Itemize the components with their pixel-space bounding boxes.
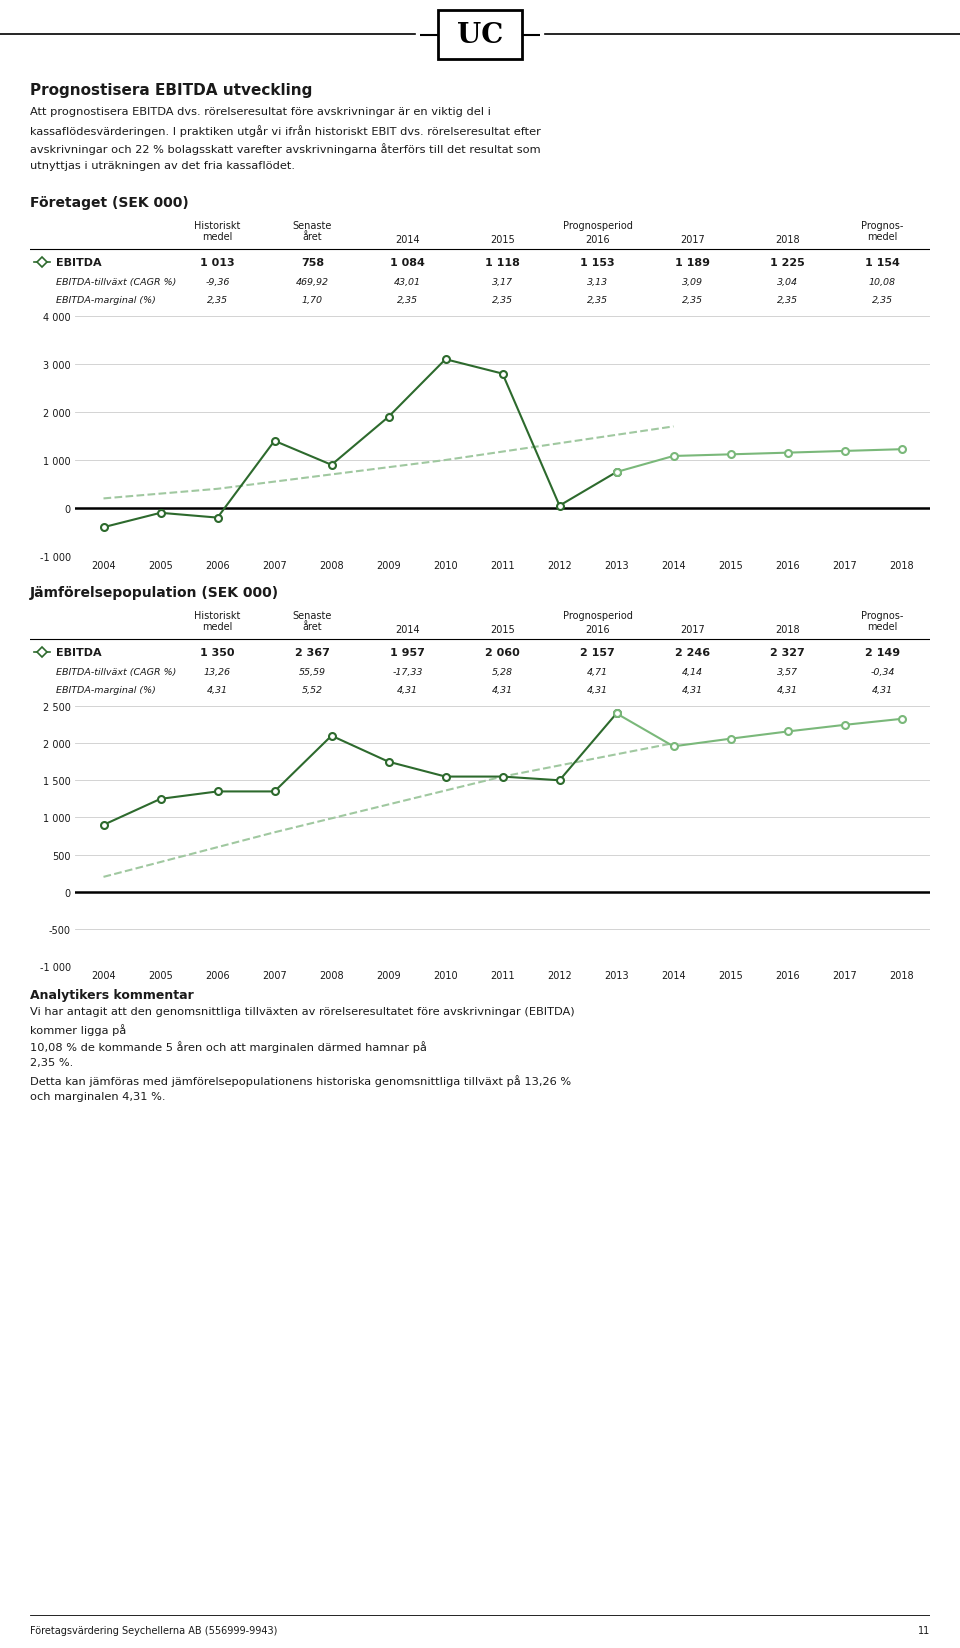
Text: Vi har antagit att den genomsnittliga tillväxten av rörelseresultatet före avskr: Vi har antagit att den genomsnittliga ti… xyxy=(30,1007,575,1017)
Text: Prognostisera EBITDA utveckling: Prognostisera EBITDA utveckling xyxy=(30,84,312,99)
Text: Företaget (SEK 000): Företaget (SEK 000) xyxy=(30,196,189,209)
Text: 4,14: 4,14 xyxy=(682,667,703,677)
Text: 3,04: 3,04 xyxy=(777,279,798,287)
Text: 1 154: 1 154 xyxy=(865,257,900,269)
Text: Historiskt: Historiskt xyxy=(194,221,241,231)
Text: 4,31: 4,31 xyxy=(492,686,513,694)
Text: 2,35: 2,35 xyxy=(397,297,418,305)
Text: 4,31: 4,31 xyxy=(587,686,608,694)
Text: 1 957: 1 957 xyxy=(390,648,425,658)
Text: Jämförelsepopulation (SEK 000): Jämförelsepopulation (SEK 000) xyxy=(30,585,279,600)
Text: EBITDA-marginal (%): EBITDA-marginal (%) xyxy=(56,686,156,694)
Text: 1 084: 1 084 xyxy=(390,257,425,269)
Text: Prognos-: Prognos- xyxy=(861,611,903,621)
Text: 2 367: 2 367 xyxy=(295,648,330,658)
Text: 2016: 2016 xyxy=(586,625,610,634)
Text: EBITDA: EBITDA xyxy=(56,257,102,269)
Text: Detta kan jämföras med jämförelsepopulationens historiska genomsnittliga tillväx: Detta kan jämföras med jämförelsepopulat… xyxy=(30,1074,571,1086)
Text: 5,52: 5,52 xyxy=(302,686,323,694)
Text: 4,31: 4,31 xyxy=(397,686,418,694)
Text: 2017: 2017 xyxy=(680,236,705,246)
Text: 2017: 2017 xyxy=(680,625,705,634)
Text: 11: 11 xyxy=(918,1625,930,1635)
Text: medel: medel xyxy=(867,621,898,631)
Text: kommer ligga på: kommer ligga på xyxy=(30,1023,127,1035)
Text: 3,17: 3,17 xyxy=(492,279,513,287)
Text: EBITDA-marginal (%): EBITDA-marginal (%) xyxy=(56,297,156,305)
Text: -17,33: -17,33 xyxy=(393,667,422,677)
Text: 43,01: 43,01 xyxy=(394,279,421,287)
Text: 2018: 2018 xyxy=(775,625,800,634)
Text: Prognosperiod: Prognosperiod xyxy=(563,611,633,621)
Text: 5,28: 5,28 xyxy=(492,667,513,677)
Text: 10,08: 10,08 xyxy=(869,279,896,287)
Text: året: året xyxy=(302,232,323,242)
Text: 2,35: 2,35 xyxy=(682,297,703,305)
Text: 1 350: 1 350 xyxy=(201,648,235,658)
Text: kassaflödesvärderingen. I praktiken utgår vi ifrån historiskt EBIT dvs. rörelser: kassaflödesvärderingen. I praktiken utgå… xyxy=(30,125,540,137)
Text: 3,09: 3,09 xyxy=(682,279,703,287)
Text: -9,36: -9,36 xyxy=(205,279,229,287)
Text: året: året xyxy=(302,621,323,631)
Text: 4,31: 4,31 xyxy=(682,686,703,694)
Text: 2,35: 2,35 xyxy=(587,297,608,305)
Text: 2 246: 2 246 xyxy=(675,648,710,658)
Text: -0,34: -0,34 xyxy=(871,667,895,677)
Text: medel: medel xyxy=(867,232,898,242)
Text: Senaste: Senaste xyxy=(293,221,332,231)
Bar xyxy=(438,12,522,61)
Text: Företagsvärdering Seychellerna AB (556999-9943): Företagsvärdering Seychellerna AB (55699… xyxy=(30,1625,277,1635)
Text: 1,70: 1,70 xyxy=(302,297,323,305)
Text: 2,35: 2,35 xyxy=(777,297,798,305)
Text: 2014: 2014 xyxy=(396,625,420,634)
Text: utnyttjas i uträkningen av det fria kassaflödet.: utnyttjas i uträkningen av det fria kass… xyxy=(30,162,295,171)
Text: 2,35: 2,35 xyxy=(492,297,513,305)
Text: 2 060: 2 060 xyxy=(485,648,520,658)
Text: UC: UC xyxy=(457,21,503,49)
Text: Senaste: Senaste xyxy=(293,611,332,621)
Text: 1 118: 1 118 xyxy=(485,257,520,269)
Text: 4,31: 4,31 xyxy=(777,686,798,694)
Text: 1 189: 1 189 xyxy=(675,257,710,269)
Text: 1 225: 1 225 xyxy=(770,257,804,269)
Text: 2015: 2015 xyxy=(491,625,515,634)
Text: Prognos-: Prognos- xyxy=(861,221,903,231)
Text: 2016: 2016 xyxy=(586,236,610,246)
Text: 2,35: 2,35 xyxy=(872,297,893,305)
Text: 4,71: 4,71 xyxy=(587,667,608,677)
Text: EBITDA-tillväxt (CAGR %): EBITDA-tillväxt (CAGR %) xyxy=(56,279,177,287)
Text: EBITDA: EBITDA xyxy=(56,648,102,658)
Text: 2,35: 2,35 xyxy=(207,297,228,305)
Text: 2,35 %.: 2,35 %. xyxy=(30,1058,73,1068)
Text: 2018: 2018 xyxy=(775,236,800,246)
Text: 2014: 2014 xyxy=(396,236,420,246)
Text: och marginalen 4,31 %.: och marginalen 4,31 %. xyxy=(30,1091,165,1101)
Text: 13,26: 13,26 xyxy=(204,667,231,677)
Text: Prognosperiod: Prognosperiod xyxy=(563,221,633,231)
Text: Att prognostisera EBITDA dvs. rörelseresultat före avskrivningar är en viktig de: Att prognostisera EBITDA dvs. rörelseres… xyxy=(30,107,491,117)
Text: 2 157: 2 157 xyxy=(580,648,614,658)
Text: 10,08 % de kommande 5 åren och att marginalen därmed hamnar på: 10,08 % de kommande 5 åren och att margi… xyxy=(30,1040,427,1053)
Text: 758: 758 xyxy=(300,257,324,269)
Text: avskrivningar och 22 % bolagsskatt varefter avskrivningarna återförs till det re: avskrivningar och 22 % bolagsskatt varef… xyxy=(30,143,540,155)
Text: 2 327: 2 327 xyxy=(770,648,804,658)
Text: 3,13: 3,13 xyxy=(587,279,608,287)
Text: 1 013: 1 013 xyxy=(201,257,235,269)
Text: Historiskt: Historiskt xyxy=(194,611,241,621)
Text: 55,59: 55,59 xyxy=(299,667,326,677)
Text: 3,57: 3,57 xyxy=(777,667,798,677)
Text: EBITDA-tillväxt (CAGR %): EBITDA-tillväxt (CAGR %) xyxy=(56,667,177,677)
Text: 4,31: 4,31 xyxy=(872,686,893,694)
Text: 2015: 2015 xyxy=(491,236,515,246)
Text: 4,31: 4,31 xyxy=(207,686,228,694)
Text: Analytikers kommentar: Analytikers kommentar xyxy=(30,989,194,1002)
Text: medel: medel xyxy=(203,232,232,242)
Text: medel: medel xyxy=(203,621,232,631)
Text: 469,92: 469,92 xyxy=(296,279,329,287)
Text: 1 153: 1 153 xyxy=(580,257,614,269)
Text: 2 149: 2 149 xyxy=(865,648,900,658)
